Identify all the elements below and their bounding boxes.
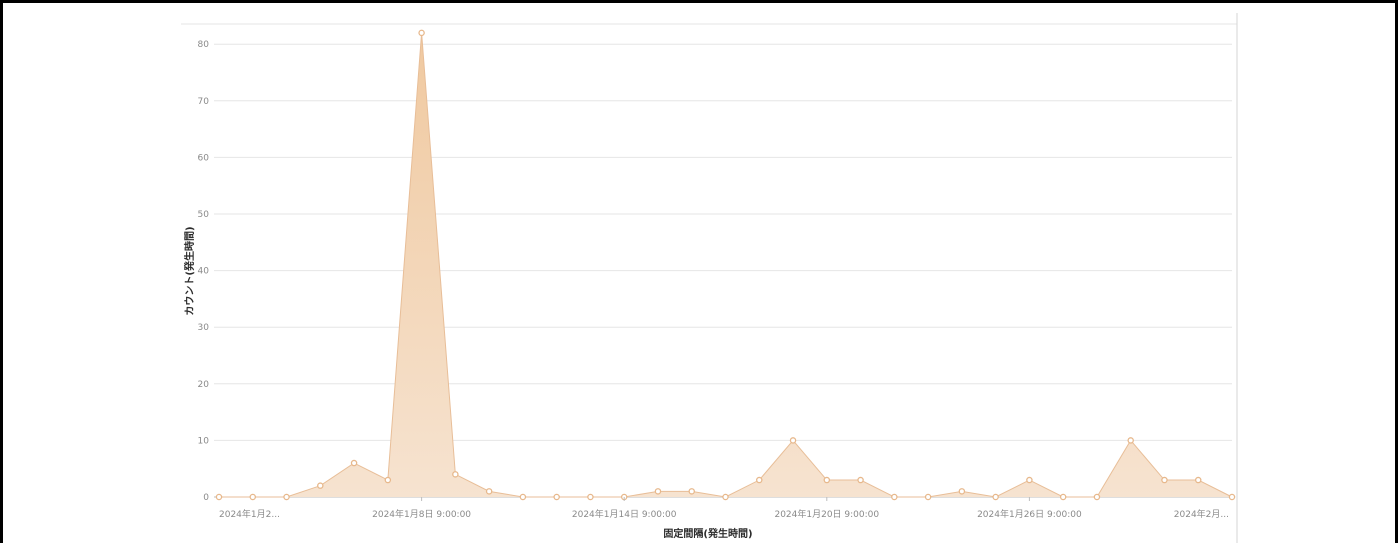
data-point[interactable]: [756, 476, 763, 484]
y-tick-label: 20: [198, 380, 210, 390]
x-tick-label: 2024年1月20日 9:00:00: [774, 508, 879, 520]
data-point[interactable]: [249, 493, 257, 501]
data-point[interactable]: [1093, 493, 1101, 501]
y-axis-title: カウント(発生時間): [183, 226, 196, 315]
data-point[interactable]: [1059, 493, 1067, 501]
data-point[interactable]: [722, 493, 729, 501]
y-tick-label: 70: [198, 97, 210, 107]
data-point[interactable]: [823, 476, 831, 484]
data-point[interactable]: [350, 459, 358, 467]
data-point[interactable]: [485, 488, 493, 495]
area-series: [219, 32, 1233, 498]
grid-lines: [214, 43, 1232, 498]
x-tick-label: 2024年2月...: [1174, 508, 1229, 520]
data-point[interactable]: [418, 29, 425, 37]
data-point[interactable]: [215, 493, 223, 501]
x-tick-label: 2024年1月26日 9:00:00: [977, 508, 1082, 520]
data-point[interactable]: [688, 488, 695, 495]
data-point[interactable]: [654, 488, 662, 495]
x-tick-label: 2024年1月2...: [219, 508, 280, 520]
x-tick-label: 2024年1月8日 9:00:00: [372, 508, 471, 520]
series-line: [219, 32, 1233, 498]
area-fill: [219, 32, 1232, 497]
data-point[interactable]: [1161, 476, 1168, 484]
data-point[interactable]: [924, 493, 932, 501]
data-point[interactable]: [553, 493, 560, 501]
data-point[interactable]: [452, 471, 459, 478]
data-point[interactable]: [891, 493, 898, 501]
y-tick-label: 40: [198, 267, 210, 277]
area-chart: 0 10 20 30 40 50 60 70 80 2024年1月2... 2024年1月8日 9…: [181, 13, 1238, 543]
y-tick-label: 80: [198, 40, 210, 50]
y-tick-label: 10: [198, 436, 210, 446]
data-point[interactable]: [1228, 493, 1236, 501]
data-point[interactable]: [1026, 476, 1033, 484]
data-point[interactable]: [789, 437, 797, 444]
data-point[interactable]: [1127, 437, 1134, 444]
x-axis-title: 固定間隔(発生時間): [663, 527, 752, 540]
data-point[interactable]: [857, 476, 864, 484]
x-tick-label: 2024年1月14日 9:00:00: [572, 508, 677, 520]
y-tick-label: 60: [198, 153, 210, 163]
x-axis-ticks: 2024年1月2... 2024年1月8日 9:00:00 2024年1月14日 9…: [219, 497, 1229, 520]
data-point[interactable]: [587, 493, 594, 501]
y-tick-label: 30: [198, 323, 210, 333]
data-markers: [215, 29, 1236, 501]
data-point[interactable]: [958, 488, 966, 495]
data-point[interactable]: [384, 476, 392, 484]
y-tick-label: 0: [203, 493, 209, 503]
y-axis-ticks: 0 10 20 30 40 50 60 70 80: [198, 40, 210, 503]
data-point[interactable]: [992, 493, 999, 501]
y-tick-label: 50: [198, 210, 210, 220]
data-point[interactable]: [1194, 476, 1202, 484]
data-point[interactable]: [283, 493, 290, 501]
data-point[interactable]: [317, 482, 324, 489]
data-point[interactable]: [519, 493, 527, 501]
